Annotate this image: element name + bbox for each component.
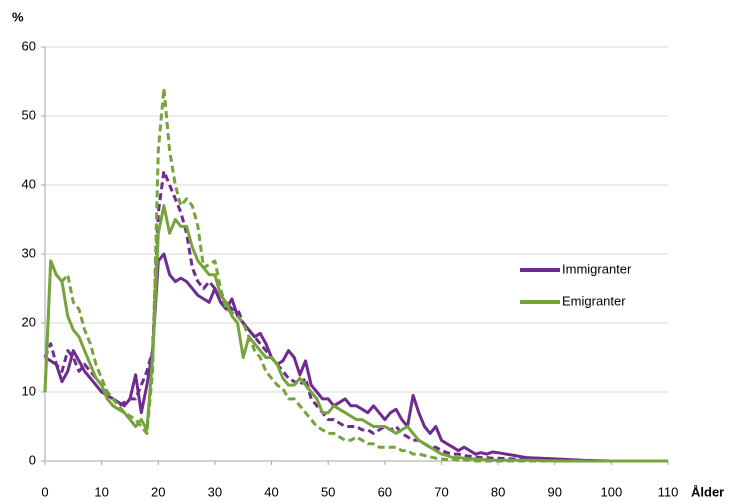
x-tick-label: 10 <box>94 484 108 499</box>
x-tick-label: 80 <box>491 484 505 499</box>
x-tick-label: 40 <box>264 484 278 499</box>
x-tick-label: 100 <box>601 484 623 499</box>
x-tick-label: 70 <box>434 484 448 499</box>
y-tick-label: 60 <box>22 38 36 53</box>
data-line <box>44 252 668 463</box>
legend-label: Immigranter <box>562 261 632 276</box>
legend-label: Emigranter <box>562 293 626 308</box>
y-tick-label: 30 <box>22 245 36 260</box>
y-tick-label: 50 <box>22 107 36 122</box>
x-axis-label: Ålder <box>691 484 724 499</box>
y-axis-label: % <box>12 9 24 24</box>
x-tick-label: 90 <box>547 484 561 499</box>
x-tick-label: 20 <box>151 484 165 499</box>
data-line <box>43 86 668 463</box>
x-tick-label: 60 <box>378 484 392 499</box>
y-tick-label: 0 <box>29 452 36 467</box>
y-tick-label: 10 <box>22 383 36 398</box>
x-tick-label: 30 <box>208 484 222 499</box>
data-line <box>43 169 668 463</box>
x-tick-label: 0 <box>41 484 48 499</box>
x-tick-label: 110 <box>658 484 679 499</box>
data-line <box>43 204 668 463</box>
y-tick-label: 40 <box>22 176 36 191</box>
x-tick-label: 50 <box>321 484 335 499</box>
y-tick-label: 20 <box>22 314 36 329</box>
